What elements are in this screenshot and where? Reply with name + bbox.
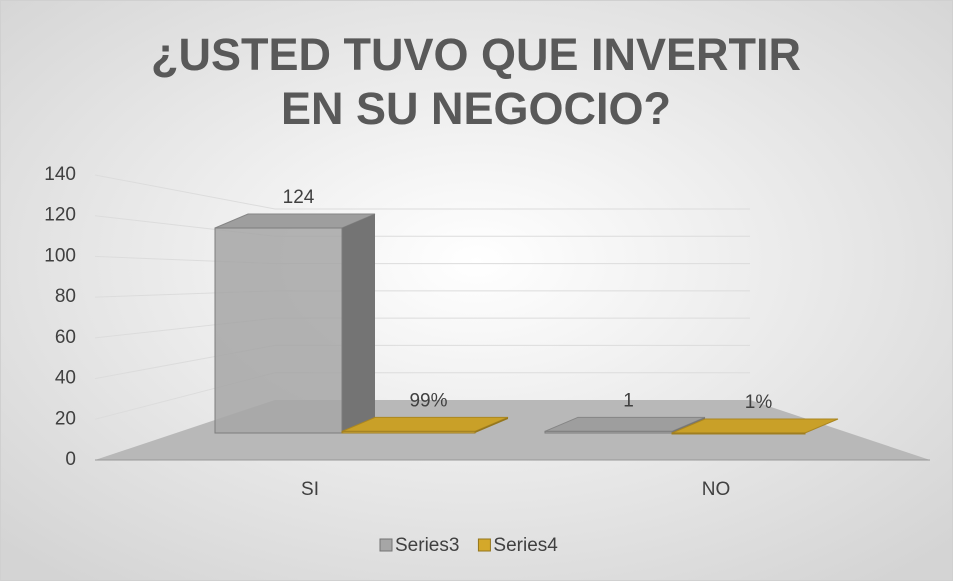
data-label: 124 bbox=[283, 187, 315, 208]
x-tick-label: SI bbox=[301, 479, 319, 500]
x-tick-label: NO bbox=[702, 479, 731, 500]
grid-line bbox=[94, 174, 276, 210]
y-tick-label: 20 bbox=[55, 408, 76, 429]
bar bbox=[214, 213, 376, 434]
data-label: 1% bbox=[745, 392, 773, 413]
bar-front bbox=[671, 432, 806, 435]
data-label: 1 bbox=[623, 390, 634, 411]
chart-title: ¿USTED TUVO QUE INVERTIR EN SU NEGOCIO? bbox=[151, 29, 801, 134]
bar-side bbox=[342, 214, 375, 433]
y-tick-label: 80 bbox=[55, 286, 76, 307]
bar bbox=[671, 418, 839, 435]
legend-label: Series3 bbox=[395, 535, 459, 556]
bar-front bbox=[214, 227, 343, 434]
legend-label: Series4 bbox=[493, 535, 558, 556]
y-tick-label: 100 bbox=[44, 245, 76, 266]
y-tick-label: 0 bbox=[65, 449, 76, 470]
legend-swatch bbox=[379, 538, 393, 552]
bar bbox=[341, 416, 509, 434]
y-tick-label: 120 bbox=[44, 205, 76, 226]
bar-side bbox=[805, 418, 838, 433]
legend-swatch bbox=[477, 538, 491, 552]
y-tick-label: 60 bbox=[55, 327, 76, 348]
y-tick-label: 40 bbox=[55, 368, 76, 389]
bar-side bbox=[475, 417, 508, 433]
bar-front bbox=[341, 430, 476, 434]
y-tick-label: 140 bbox=[44, 164, 76, 185]
bar-front bbox=[544, 430, 673, 434]
data-label: 99% bbox=[409, 390, 447, 411]
